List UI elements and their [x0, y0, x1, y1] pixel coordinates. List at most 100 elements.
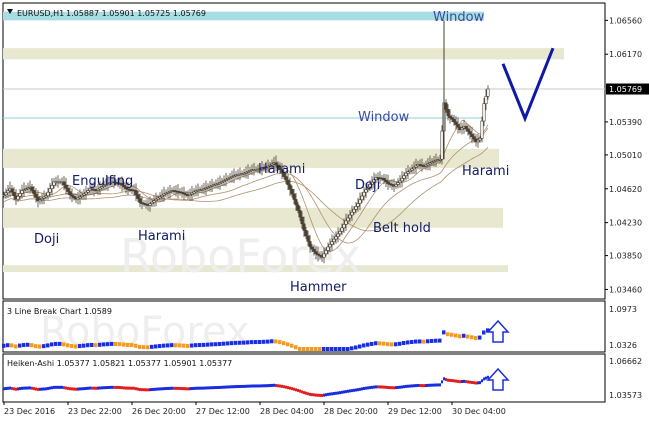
annotation-doji-right: Doji [355, 178, 380, 193]
line-break-block [426, 339, 430, 344]
candle-body [404, 172, 408, 177]
line-break-tick-high: 1.0973 [609, 305, 637, 314]
heiken-ashi-bar [475, 381, 477, 385]
menu-triangle-icon[interactable] [7, 9, 13, 14]
heiken-ashi-bar [201, 386, 203, 390]
candle-body [102, 184, 106, 187]
heiken-ashi-bar [443, 377, 445, 381]
price-tick-label: 1.04620 [609, 185, 642, 194]
heiken-ashi-bar [53, 385, 55, 389]
line-break-block [66, 343, 70, 348]
heiken-ashi-bar [251, 384, 253, 388]
line-break-block [118, 342, 122, 347]
line-break-block [234, 340, 238, 345]
line-break-block [22, 343, 26, 348]
candle-body [12, 191, 16, 197]
candle-body [366, 186, 370, 190]
heiken-ashi-bar [123, 386, 125, 390]
line-break-block [190, 343, 194, 348]
heiken-ashi-bar [99, 386, 101, 390]
line-break-block [122, 342, 126, 347]
heiken-ashi-bar [303, 391, 305, 395]
heiken-ashi-bar [139, 388, 141, 392]
candle-body [192, 191, 196, 194]
candle-body [224, 179, 228, 181]
heiken-ashi-bar [151, 388, 153, 392]
line-break-block [298, 347, 302, 351]
candle-body [310, 246, 314, 250]
candle-body [326, 246, 330, 251]
heiken-ashi-bar [117, 385, 119, 389]
line-break-block [458, 334, 462, 339]
candle-body [108, 182, 112, 184]
candle-body [266, 165, 270, 168]
line-break-tick-low: 1.0326 [609, 341, 637, 350]
heiken-ashi-bar [457, 379, 459, 383]
heiken-ashi-bar [239, 384, 241, 388]
heiken-ashi-bar [409, 384, 411, 388]
price-tick-label: 1.04230 [609, 219, 642, 228]
candle-body [16, 195, 20, 200]
heiken-ashi-bar [121, 386, 123, 390]
heiken-ashi-bar [425, 384, 427, 388]
heiken-ashi-bar [439, 383, 441, 387]
heiken-ashi-bar [323, 393, 325, 397]
candle-body [424, 164, 428, 167]
candle-body [330, 241, 334, 245]
candle-body [296, 204, 300, 211]
heiken-ashi-bar [313, 393, 315, 397]
heiken-ashi-bar [399, 385, 401, 389]
candle-body [402, 175, 406, 179]
candle-body [304, 230, 308, 237]
candle-body [308, 241, 312, 248]
heiken-ashi-bar [369, 386, 371, 390]
line-break-block [242, 340, 246, 345]
candle-body [324, 250, 328, 255]
line-break-block [394, 342, 398, 347]
time-tick-label: 23 Dec 2016 [4, 407, 55, 416]
line-break-block [402, 341, 406, 346]
candle-body [354, 206, 358, 210]
candle-body [346, 217, 350, 222]
heiken-ashi-bar [97, 386, 99, 390]
line-break-block [482, 330, 486, 335]
candle-body [134, 190, 138, 195]
heiken-ashi-bar [229, 385, 231, 389]
candle-body [44, 195, 48, 198]
heiken-ashi-bar [63, 386, 65, 390]
line-break-block [270, 339, 274, 344]
candle-body [82, 193, 86, 196]
heiken-ashi-bar [253, 384, 255, 388]
candle-body [242, 172, 246, 175]
heiken-ashi-bar [81, 387, 83, 391]
heiken-ashi-bar [41, 387, 43, 391]
candle-body [26, 187, 30, 190]
heiken-ashi-bar [33, 387, 35, 391]
heiken-ashi-bar [167, 386, 169, 390]
heiken-ashi-bar [107, 386, 109, 390]
heiken-ashi-bar [141, 388, 143, 392]
candle-body [2, 194, 6, 197]
heiken-ashi-bar [65, 386, 67, 390]
annotation-hammer: Hammer [290, 280, 347, 295]
heiken-ashi-bar [243, 384, 245, 388]
heiken-ashi-bar [461, 380, 463, 384]
candle-body [226, 178, 230, 180]
heiken-ashi-bar [389, 386, 391, 390]
line-break-block [2, 343, 6, 348]
candle-body [370, 181, 374, 185]
heiken-ashi-bar [215, 386, 217, 390]
line-break-block [338, 347, 342, 351]
support-zone [3, 148, 499, 168]
heiken-ashi-bar [291, 387, 293, 391]
candle-body [78, 196, 82, 199]
line-break-block [430, 338, 434, 343]
heiken-ashi-bar [427, 383, 429, 387]
heiken-ashi-bar [9, 386, 11, 390]
candle-body [80, 194, 84, 197]
line-break-block [294, 345, 298, 350]
line-break-block [158, 344, 162, 349]
candle-body [190, 192, 194, 195]
heiken-ashi-bar [479, 381, 481, 385]
heiken-ashi-title: Heiken-Ashi 1.05377 1.05821 1.05377 1.05… [7, 359, 232, 368]
